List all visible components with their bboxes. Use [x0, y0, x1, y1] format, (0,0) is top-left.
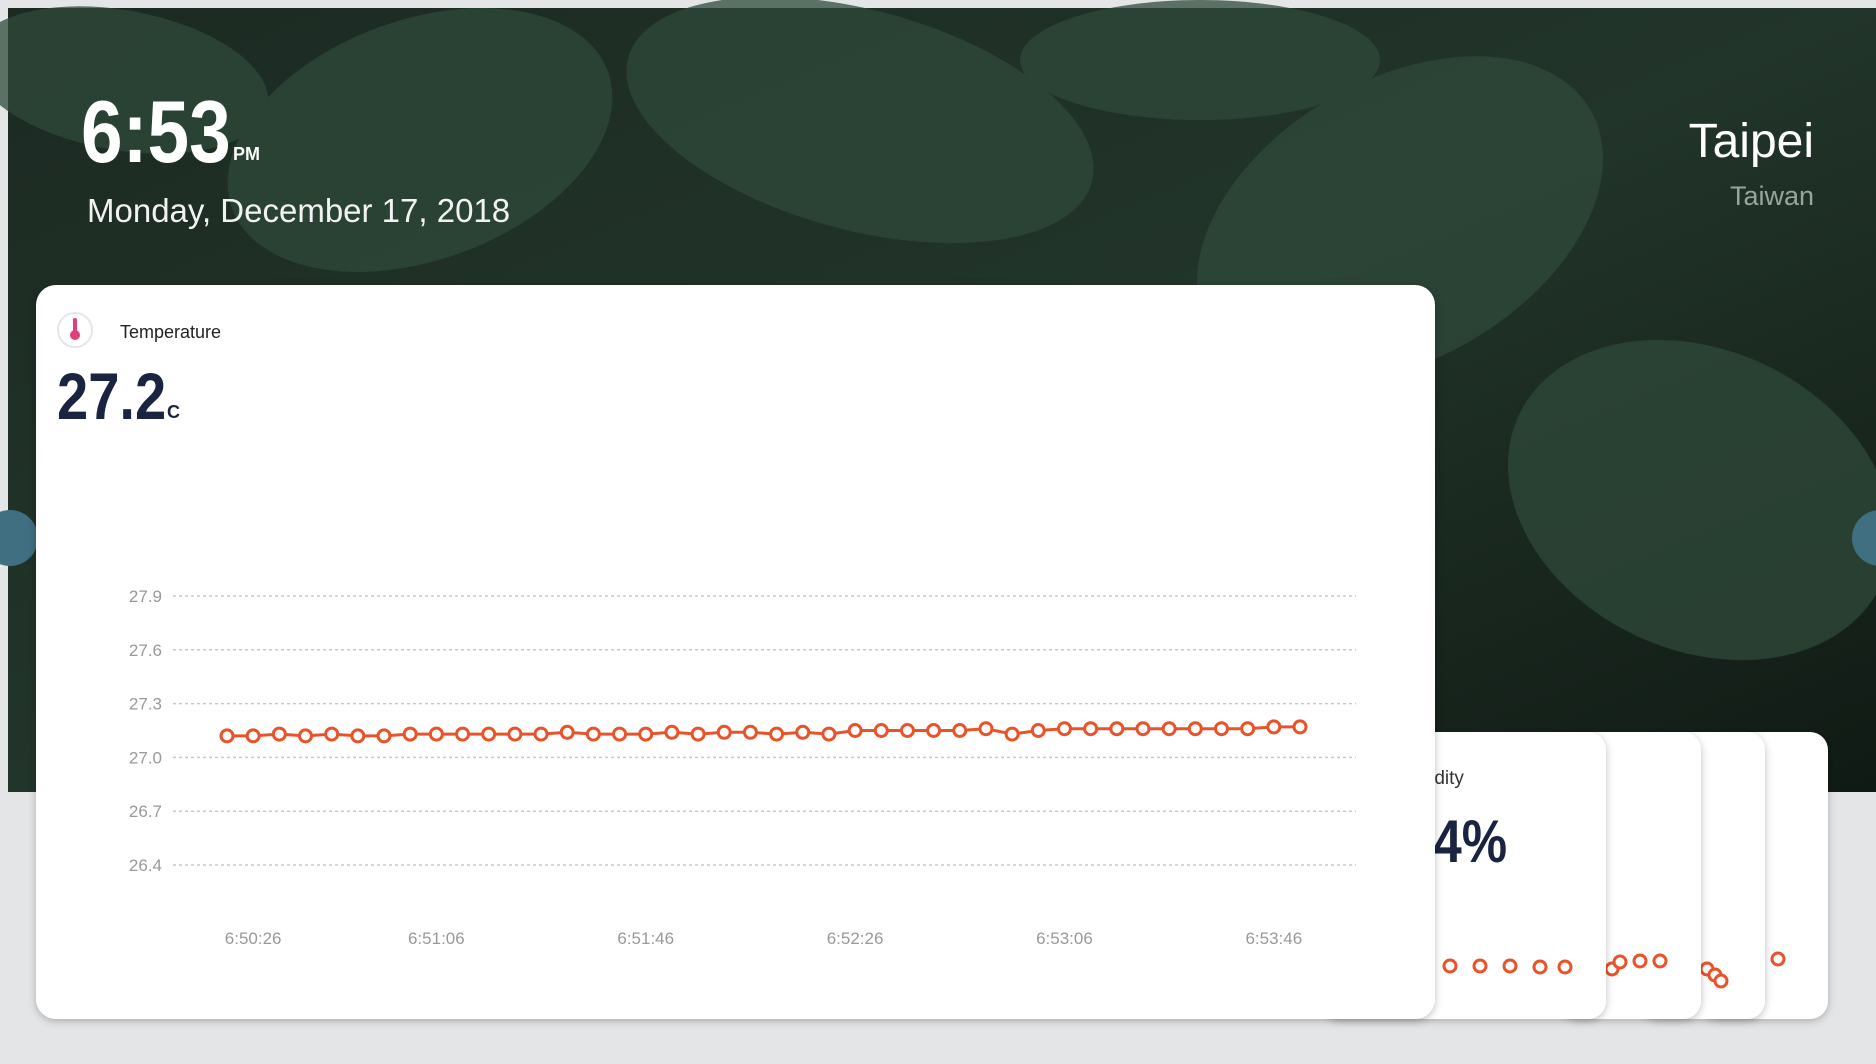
x-tick-label: 6:51:46 — [617, 929, 674, 948]
data-point — [771, 728, 783, 740]
data-point — [1058, 723, 1070, 735]
data-point — [1032, 725, 1044, 737]
data-point — [1189, 723, 1201, 735]
data-point — [1085, 723, 1097, 735]
y-tick-label: 27.3 — [129, 695, 162, 714]
data-point — [901, 725, 913, 737]
y-tick-label: 27.6 — [129, 641, 162, 660]
data-point — [666, 726, 678, 738]
data-point — [797, 726, 809, 738]
data-point — [823, 728, 835, 740]
data-point — [980, 723, 992, 735]
thermometer-icon — [70, 330, 80, 340]
country: Taiwan — [1730, 181, 1814, 211]
data-point — [404, 728, 416, 740]
y-tick-label: 26.4 — [129, 856, 162, 875]
data-point — [535, 728, 547, 740]
screen: 6:53 PM Monday, December 17, 2018 Taipei… — [0, 0, 1876, 1064]
city: Taipei — [1689, 115, 1814, 168]
x-tick-label: 6:53:06 — [1036, 929, 1093, 948]
data-point — [954, 725, 966, 737]
data-point — [692, 728, 704, 740]
data-point — [1111, 723, 1123, 735]
temperature-value: 27.2 — [57, 360, 166, 433]
data-point — [1242, 723, 1254, 735]
data-point — [247, 730, 259, 742]
clock-meridiem: PM — [233, 144, 260, 164]
data-point — [483, 728, 495, 740]
data-point — [1163, 723, 1175, 735]
data-point — [352, 730, 364, 742]
data-point — [273, 728, 285, 740]
data-point — [430, 728, 442, 740]
x-tick-label: 6:50:26 — [225, 929, 282, 948]
x-tick-label: 6:51:06 — [408, 929, 465, 948]
thermometer-icon — [73, 318, 77, 332]
y-tick-label: 27.0 — [129, 748, 162, 767]
data-point — [614, 728, 626, 740]
x-tick-label: 6:53:46 — [1245, 929, 1302, 948]
y-tick-label: 27.9 — [129, 587, 162, 606]
data-point — [1294, 721, 1306, 733]
data-point — [744, 726, 756, 738]
data-point — [640, 728, 652, 740]
data-point — [587, 728, 599, 740]
data-point — [1268, 721, 1280, 733]
temperature-label: Temperature — [120, 322, 221, 342]
data-point — [326, 728, 338, 740]
data-point — [221, 730, 233, 742]
y-tick-label: 26.7 — [129, 802, 162, 821]
data-point — [1006, 728, 1018, 740]
data-point — [300, 730, 312, 742]
data-point — [457, 728, 469, 740]
data-point — [928, 725, 940, 737]
data-point — [1137, 723, 1149, 735]
temperature-unit: C — [167, 402, 180, 422]
data-point — [718, 726, 730, 738]
data-point — [509, 728, 521, 740]
mini-chart-decoration — [1772, 953, 1784, 965]
clock-time: 6:53 — [81, 83, 231, 181]
x-tick-label: 6:52:26 — [827, 929, 884, 948]
data-point — [849, 725, 861, 737]
data-point — [378, 730, 390, 742]
temperature-card[interactable] — [36, 285, 1435, 1019]
data-point — [875, 725, 887, 737]
data-point — [561, 726, 573, 738]
date: Monday, December 17, 2018 — [87, 192, 510, 229]
data-point — [1215, 723, 1227, 735]
